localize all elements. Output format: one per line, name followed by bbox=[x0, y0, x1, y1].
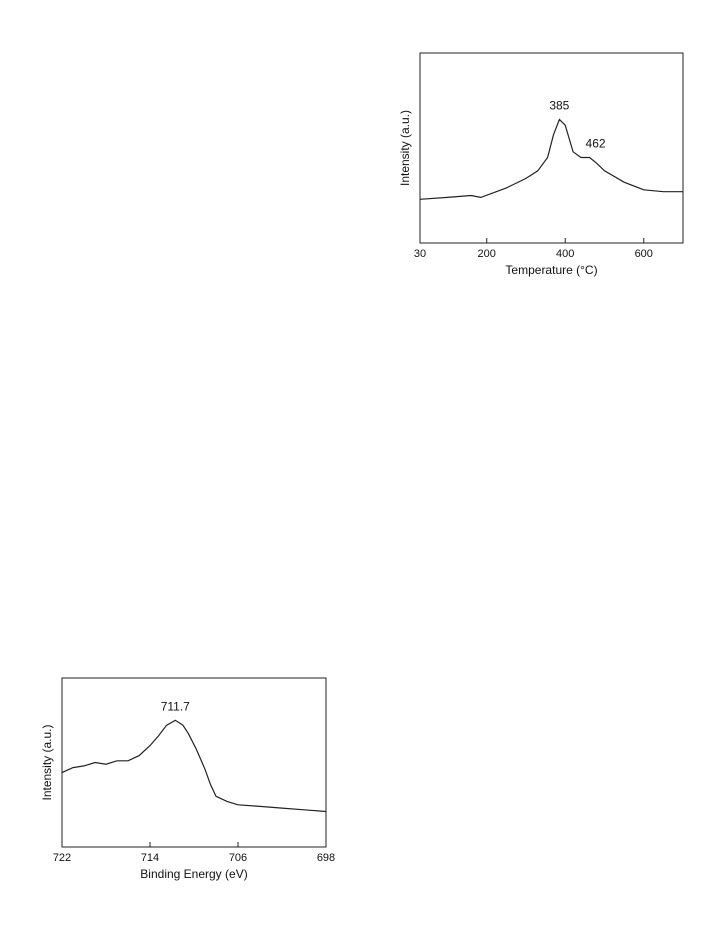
annotation: 385 bbox=[549, 99, 569, 113]
x-tick-label: 400 bbox=[556, 248, 574, 260]
x-tick-label: 706 bbox=[229, 852, 247, 864]
annotation: 462 bbox=[586, 137, 606, 151]
plot-frame bbox=[419, 52, 684, 244]
x-axis-label: Binding Energy (eV) bbox=[140, 867, 247, 881]
data-line bbox=[419, 118, 683, 200]
x-tick-label: 714 bbox=[141, 852, 159, 864]
x-tick-label: 722 bbox=[53, 852, 71, 864]
x-tick-label: 600 bbox=[635, 248, 653, 260]
annotation: 711.7 bbox=[161, 699, 190, 713]
data-line bbox=[61, 719, 327, 813]
x-axis-label: Temperature (°C) bbox=[505, 263, 597, 277]
plot-frame bbox=[61, 677, 327, 848]
x-tick-label: 698 bbox=[317, 852, 335, 864]
x-tick-label: 200 bbox=[478, 248, 496, 260]
y-axis-label: Intensity (a.u.) bbox=[40, 724, 54, 800]
x-tick-label: 30 bbox=[414, 248, 426, 260]
y-axis-label: Intensity (a.u.) bbox=[398, 110, 412, 186]
